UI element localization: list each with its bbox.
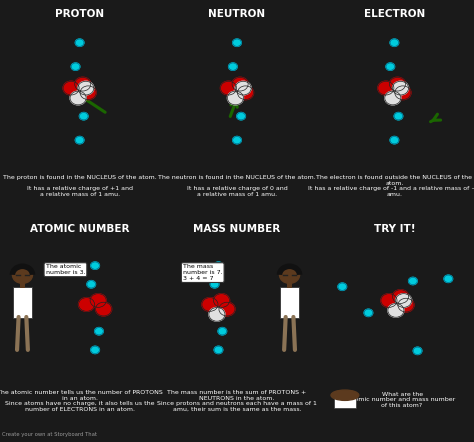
Circle shape bbox=[87, 281, 96, 288]
Text: PROTON: PROTON bbox=[55, 9, 104, 19]
FancyBboxPatch shape bbox=[280, 287, 299, 318]
Circle shape bbox=[80, 86, 96, 99]
Circle shape bbox=[235, 81, 251, 95]
Text: The atomic
number is 3.: The atomic number is 3. bbox=[46, 264, 85, 275]
Circle shape bbox=[394, 113, 403, 120]
Circle shape bbox=[75, 137, 84, 144]
Circle shape bbox=[386, 63, 395, 70]
FancyBboxPatch shape bbox=[20, 282, 25, 288]
Circle shape bbox=[90, 293, 106, 307]
Circle shape bbox=[232, 77, 248, 91]
Circle shape bbox=[79, 297, 95, 311]
Circle shape bbox=[63, 81, 79, 95]
Circle shape bbox=[381, 293, 397, 307]
Circle shape bbox=[78, 81, 94, 95]
Circle shape bbox=[364, 309, 373, 316]
Circle shape bbox=[390, 77, 405, 91]
Circle shape bbox=[413, 347, 422, 354]
FancyBboxPatch shape bbox=[334, 396, 356, 408]
Circle shape bbox=[228, 91, 244, 105]
Circle shape bbox=[214, 262, 223, 269]
Circle shape bbox=[385, 91, 401, 105]
Circle shape bbox=[75, 39, 84, 46]
Circle shape bbox=[75, 77, 91, 91]
Circle shape bbox=[338, 283, 346, 290]
Circle shape bbox=[444, 275, 453, 282]
Circle shape bbox=[392, 81, 409, 95]
Circle shape bbox=[378, 81, 394, 95]
Circle shape bbox=[228, 63, 237, 70]
Circle shape bbox=[70, 91, 86, 105]
Circle shape bbox=[96, 302, 111, 316]
Text: Create your own at Storyboard That: Create your own at Storyboard That bbox=[2, 432, 97, 437]
Text: What are the
atomic number and mass number
of this atom?: What are the atomic number and mass numb… bbox=[348, 392, 456, 408]
Circle shape bbox=[91, 262, 100, 269]
Circle shape bbox=[220, 81, 237, 95]
FancyBboxPatch shape bbox=[13, 287, 32, 318]
Circle shape bbox=[79, 113, 88, 120]
FancyBboxPatch shape bbox=[287, 282, 292, 288]
Circle shape bbox=[213, 293, 229, 307]
Circle shape bbox=[390, 137, 399, 144]
Circle shape bbox=[395, 86, 411, 99]
Circle shape bbox=[280, 266, 300, 283]
Circle shape bbox=[233, 137, 241, 144]
Circle shape bbox=[396, 293, 412, 307]
Circle shape bbox=[237, 113, 246, 120]
Circle shape bbox=[237, 86, 254, 99]
Circle shape bbox=[218, 328, 227, 335]
Text: The neutron is found in the NUCLEUS of the atom.

It has a relative charge of 0 : The neutron is found in the NUCLEUS of t… bbox=[158, 175, 316, 197]
Circle shape bbox=[210, 281, 219, 288]
Circle shape bbox=[388, 304, 404, 317]
Circle shape bbox=[209, 308, 225, 321]
Circle shape bbox=[214, 346, 223, 354]
Circle shape bbox=[202, 297, 218, 311]
Circle shape bbox=[409, 277, 417, 285]
Text: The mass number is the sum of PROTONS +
NEUTRONS in the atom.
Since protons and : The mass number is the sum of PROTONS + … bbox=[157, 390, 317, 412]
Text: ATOMIC NUMBER: ATOMIC NUMBER bbox=[30, 224, 129, 234]
Circle shape bbox=[219, 302, 235, 316]
Text: ELECTRON: ELECTRON bbox=[364, 9, 425, 19]
Circle shape bbox=[331, 390, 359, 400]
Circle shape bbox=[12, 266, 33, 283]
Circle shape bbox=[233, 39, 241, 46]
Circle shape bbox=[392, 290, 409, 303]
Text: The proton is found in the NUCLEUS of the atom.

It has a relative charge of +1 : The proton is found in the NUCLEUS of th… bbox=[3, 175, 156, 197]
Circle shape bbox=[390, 39, 399, 46]
Text: The mass
number is 7.
3 + 4 = 7: The mass number is 7. 3 + 4 = 7 bbox=[183, 264, 222, 281]
Circle shape bbox=[71, 63, 80, 70]
Circle shape bbox=[95, 328, 103, 335]
Text: The atomic number tells us the number of PROTONS
in an atom.
Since atoms have no: The atomic number tells us the number of… bbox=[0, 390, 163, 412]
Text: NEUTRON: NEUTRON bbox=[209, 9, 265, 19]
Text: TRY IT!: TRY IT! bbox=[374, 224, 415, 234]
Text: MASS NUMBER: MASS NUMBER bbox=[193, 224, 281, 234]
Circle shape bbox=[91, 346, 100, 354]
Text: The electron is found outside the NUCLEUS of the
atom.
It has a relative charge : The electron is found outside the NUCLEU… bbox=[308, 175, 474, 197]
Circle shape bbox=[398, 298, 414, 312]
